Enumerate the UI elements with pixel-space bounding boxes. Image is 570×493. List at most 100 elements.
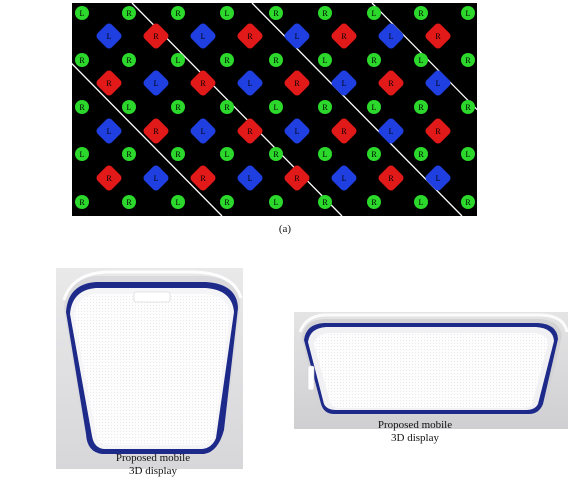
green-subpixel: R (461, 100, 475, 114)
green-subpixel-label: L (466, 150, 471, 159)
green-subpixel: L (171, 53, 185, 67)
subpixel-label: L (248, 79, 253, 88)
red-subpixel: R (284, 70, 310, 96)
green-subpixel-label: L (372, 9, 377, 18)
blue-subpixel: L (331, 70, 357, 96)
green-subpixel-label: L (80, 9, 85, 18)
green-subpixel: L (367, 6, 381, 20)
green-subpixel-label: R (465, 56, 471, 65)
red-subpixel: R (143, 118, 169, 144)
green-subpixel: L (414, 195, 428, 209)
green-subpixel-label: L (372, 103, 377, 112)
green-subpixel: R (220, 100, 234, 114)
subpixel-label: R (106, 174, 112, 183)
blue-subpixel: L (284, 118, 310, 144)
green-subpixel: R (367, 53, 381, 67)
blue-subpixel: L (237, 165, 263, 191)
green-subpixel-label: L (419, 198, 424, 207)
subpixel-label: L (154, 174, 159, 183)
diagonal-separator-line (371, 3, 477, 111)
green-subpixel-label: R (273, 56, 279, 65)
blue-subpixel: L (96, 23, 122, 49)
device-left-caption: Proposed mobile 3D display (90, 452, 216, 478)
subpixel-label: R (388, 174, 394, 183)
green-subpixel: R (414, 100, 428, 114)
subpixel-label: R (435, 32, 441, 41)
subpixel-label: R (153, 127, 159, 136)
green-subpixel-label: R (224, 56, 230, 65)
red-subpixel: R (237, 23, 263, 49)
green-subpixel: L (269, 100, 283, 114)
green-subpixel-label: R (322, 9, 328, 18)
green-subpixel-label: L (225, 9, 230, 18)
caption-line-1: Proposed mobile (377, 419, 453, 431)
subpixel-label: L (248, 174, 253, 183)
red-subpixel: R (143, 23, 169, 49)
red-subpixel: R (190, 165, 216, 191)
subpixel-label: R (200, 79, 206, 88)
green-subpixel: L (318, 53, 332, 67)
green-subpixel-label: R (371, 198, 377, 207)
blue-subpixel: L (284, 23, 310, 49)
subpixel-label: L (201, 127, 206, 136)
red-subpixel: R (96, 165, 122, 191)
pixel-array-figure: L R R L R R L R L R R L R R L R L R R L R R L R L R R L R R L R L R R L R R L R… (72, 3, 477, 216)
subpixel-label: L (201, 32, 206, 41)
green-subpixel: L (269, 195, 283, 209)
green-subpixel-label: L (323, 56, 328, 65)
green-subpixel: R (269, 147, 283, 161)
green-subpixel-label: L (274, 103, 279, 112)
subpixel-label: L (295, 32, 300, 41)
green-subpixel: L (461, 147, 475, 161)
subpixel-label: R (294, 174, 300, 183)
green-subpixel: R (269, 53, 283, 67)
blue-subpixel: L (378, 118, 404, 144)
green-subpixel: R (269, 6, 283, 20)
caption-line-1: Proposed mobile (115, 452, 191, 464)
green-subpixel-label: L (225, 150, 230, 159)
device-screen-left (74, 294, 230, 445)
green-subpixel: R (461, 195, 475, 209)
green-subpixel: R (318, 6, 332, 20)
blue-subpixel: L (237, 70, 263, 96)
subpixel-label: L (342, 79, 347, 88)
green-subpixel-label: R (79, 198, 85, 207)
device-right-drawing (298, 313, 568, 416)
green-subpixel-label: R (418, 150, 424, 159)
green-subpixel-label: L (419, 56, 424, 65)
subpixel-label: L (295, 127, 300, 136)
caption-line-2: 3D display (391, 432, 439, 444)
subpixel-label: L (436, 79, 441, 88)
red-subpixel: R (284, 165, 310, 191)
green-subpixel: R (367, 195, 381, 209)
green-subpixel-label: R (273, 150, 279, 159)
device-photo-right (294, 312, 568, 429)
green-subpixel: L (414, 53, 428, 67)
diagonal-separator-line (72, 62, 223, 216)
green-subpixel-label: R (79, 103, 85, 112)
green-subpixel-label: R (224, 198, 230, 207)
green-subpixel-label: R (418, 9, 424, 18)
green-subpixel-label: R (465, 198, 471, 207)
green-subpixel-label: R (418, 103, 424, 112)
subpixel-label: L (107, 127, 112, 136)
subpixel-label: L (389, 32, 394, 41)
green-subpixel-label: R (371, 56, 377, 65)
green-subpixel-label: R (175, 150, 181, 159)
subpixel-label: R (247, 32, 253, 41)
blue-subpixel: L (425, 70, 451, 96)
green-subpixel-label: R (273, 9, 279, 18)
green-subpixel-label: L (466, 9, 471, 18)
green-subpixel: R (171, 147, 185, 161)
green-subpixel-label: R (126, 56, 132, 65)
pixel-array-svg: L R R L R R L R L R R L R R L R L R R L R R L R L R R L R R L R L R R L R R L R… (72, 3, 477, 216)
blue-subpixel: L (378, 23, 404, 49)
subpixel-label: L (389, 127, 394, 136)
green-subpixel: R (122, 53, 136, 67)
green-subpixel: L (220, 6, 234, 20)
green-subpixel: R (367, 147, 381, 161)
green-subpixel: R (75, 195, 89, 209)
device-speaker-left (133, 291, 171, 303)
green-subpixel: L (122, 100, 136, 114)
green-subpixel: L (461, 6, 475, 20)
